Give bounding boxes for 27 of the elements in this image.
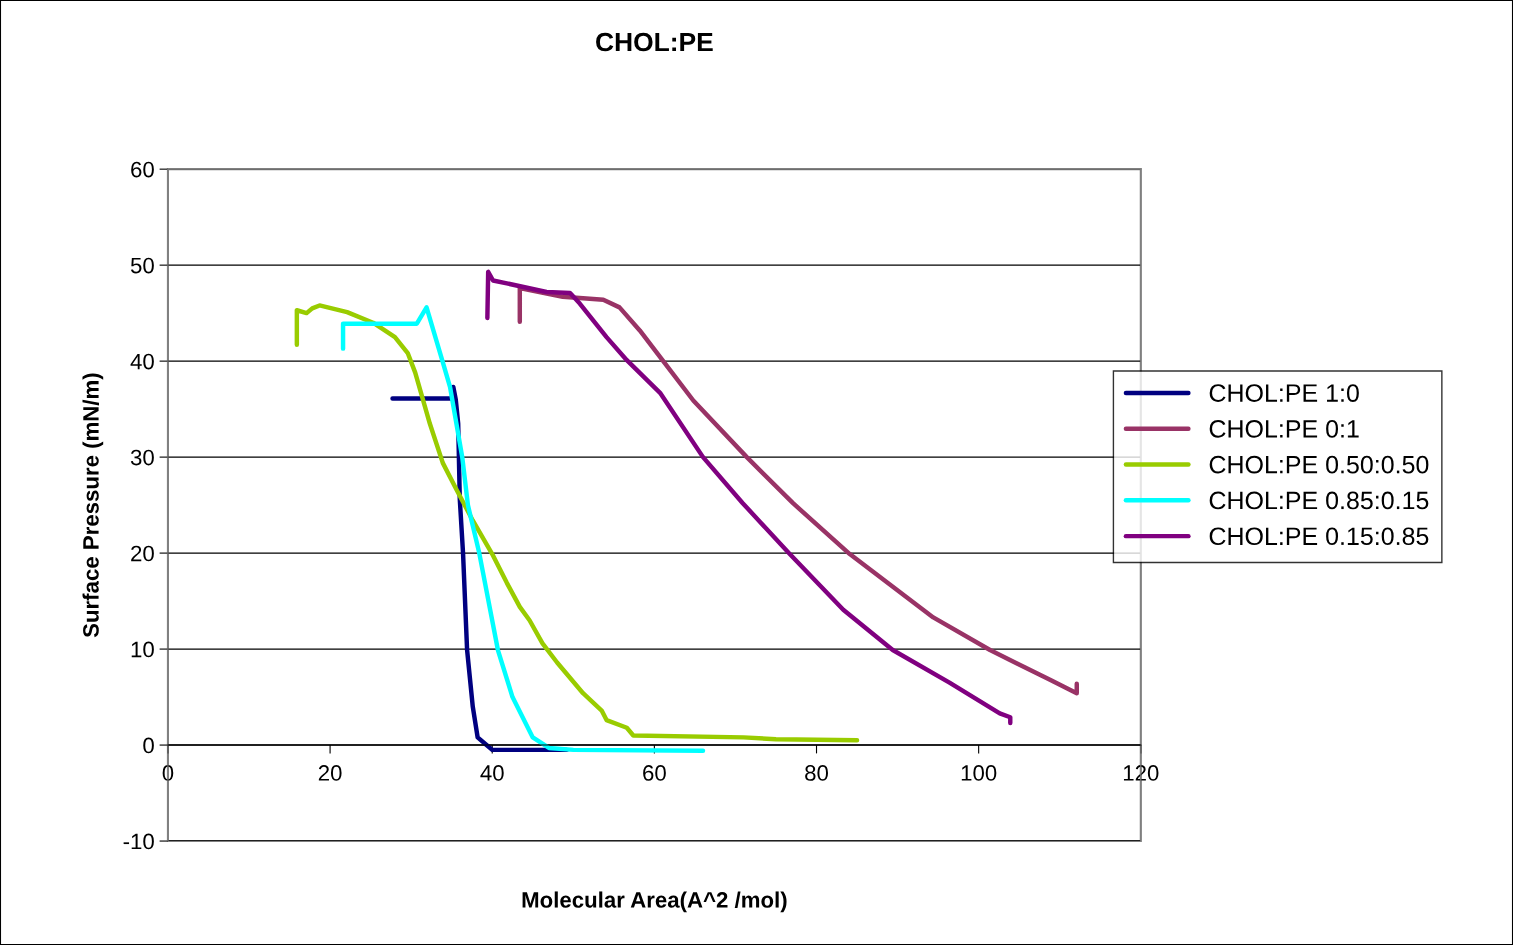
y-tick-label: 50 — [130, 257, 154, 274]
y-tick-label: 30 — [130, 449, 154, 466]
x-axis-title: Molecular Area(A^2 /mol) — [522, 891, 787, 913]
y-axis-title: Surface Pressure (mN/m) — [82, 373, 104, 638]
legend-label: CHOL:PE 0.85:0.15 — [1209, 491, 1429, 510]
x-tick-label: 20 — [318, 765, 342, 781]
y-tick-label: -10 — [123, 833, 154, 850]
x-tick-label: 0 — [162, 765, 174, 781]
x-tick-label: 80 — [805, 765, 829, 781]
x-tick-label: 40 — [480, 765, 504, 781]
legend-label: CHOL:PE 0.50:0.50 — [1209, 455, 1429, 474]
y-tick-label: 10 — [131, 641, 154, 658]
legend-label: CHOL:PE 1:0 — [1209, 384, 1359, 402]
x-tick-label: 120 — [1123, 765, 1159, 781]
legend-label: CHOL:PE 0:1 — [1209, 420, 1359, 438]
chart-title: CHOL:PE — [596, 32, 713, 52]
y-tick-label: 0 — [143, 737, 154, 754]
legend-label: CHOL:PE 0.15:0.85 — [1209, 527, 1429, 546]
x-tick-label: 60 — [643, 765, 666, 781]
line-series — [517, 285, 1079, 696]
x-tick-label: 100 — [961, 765, 997, 781]
line-series — [485, 269, 1013, 726]
y-tick-label: 60 — [131, 161, 154, 178]
y-tick-label: 20 — [131, 545, 154, 562]
line-series — [294, 303, 860, 743]
line-series — [340, 305, 706, 754]
y-tick-label: 40 — [130, 353, 154, 370]
